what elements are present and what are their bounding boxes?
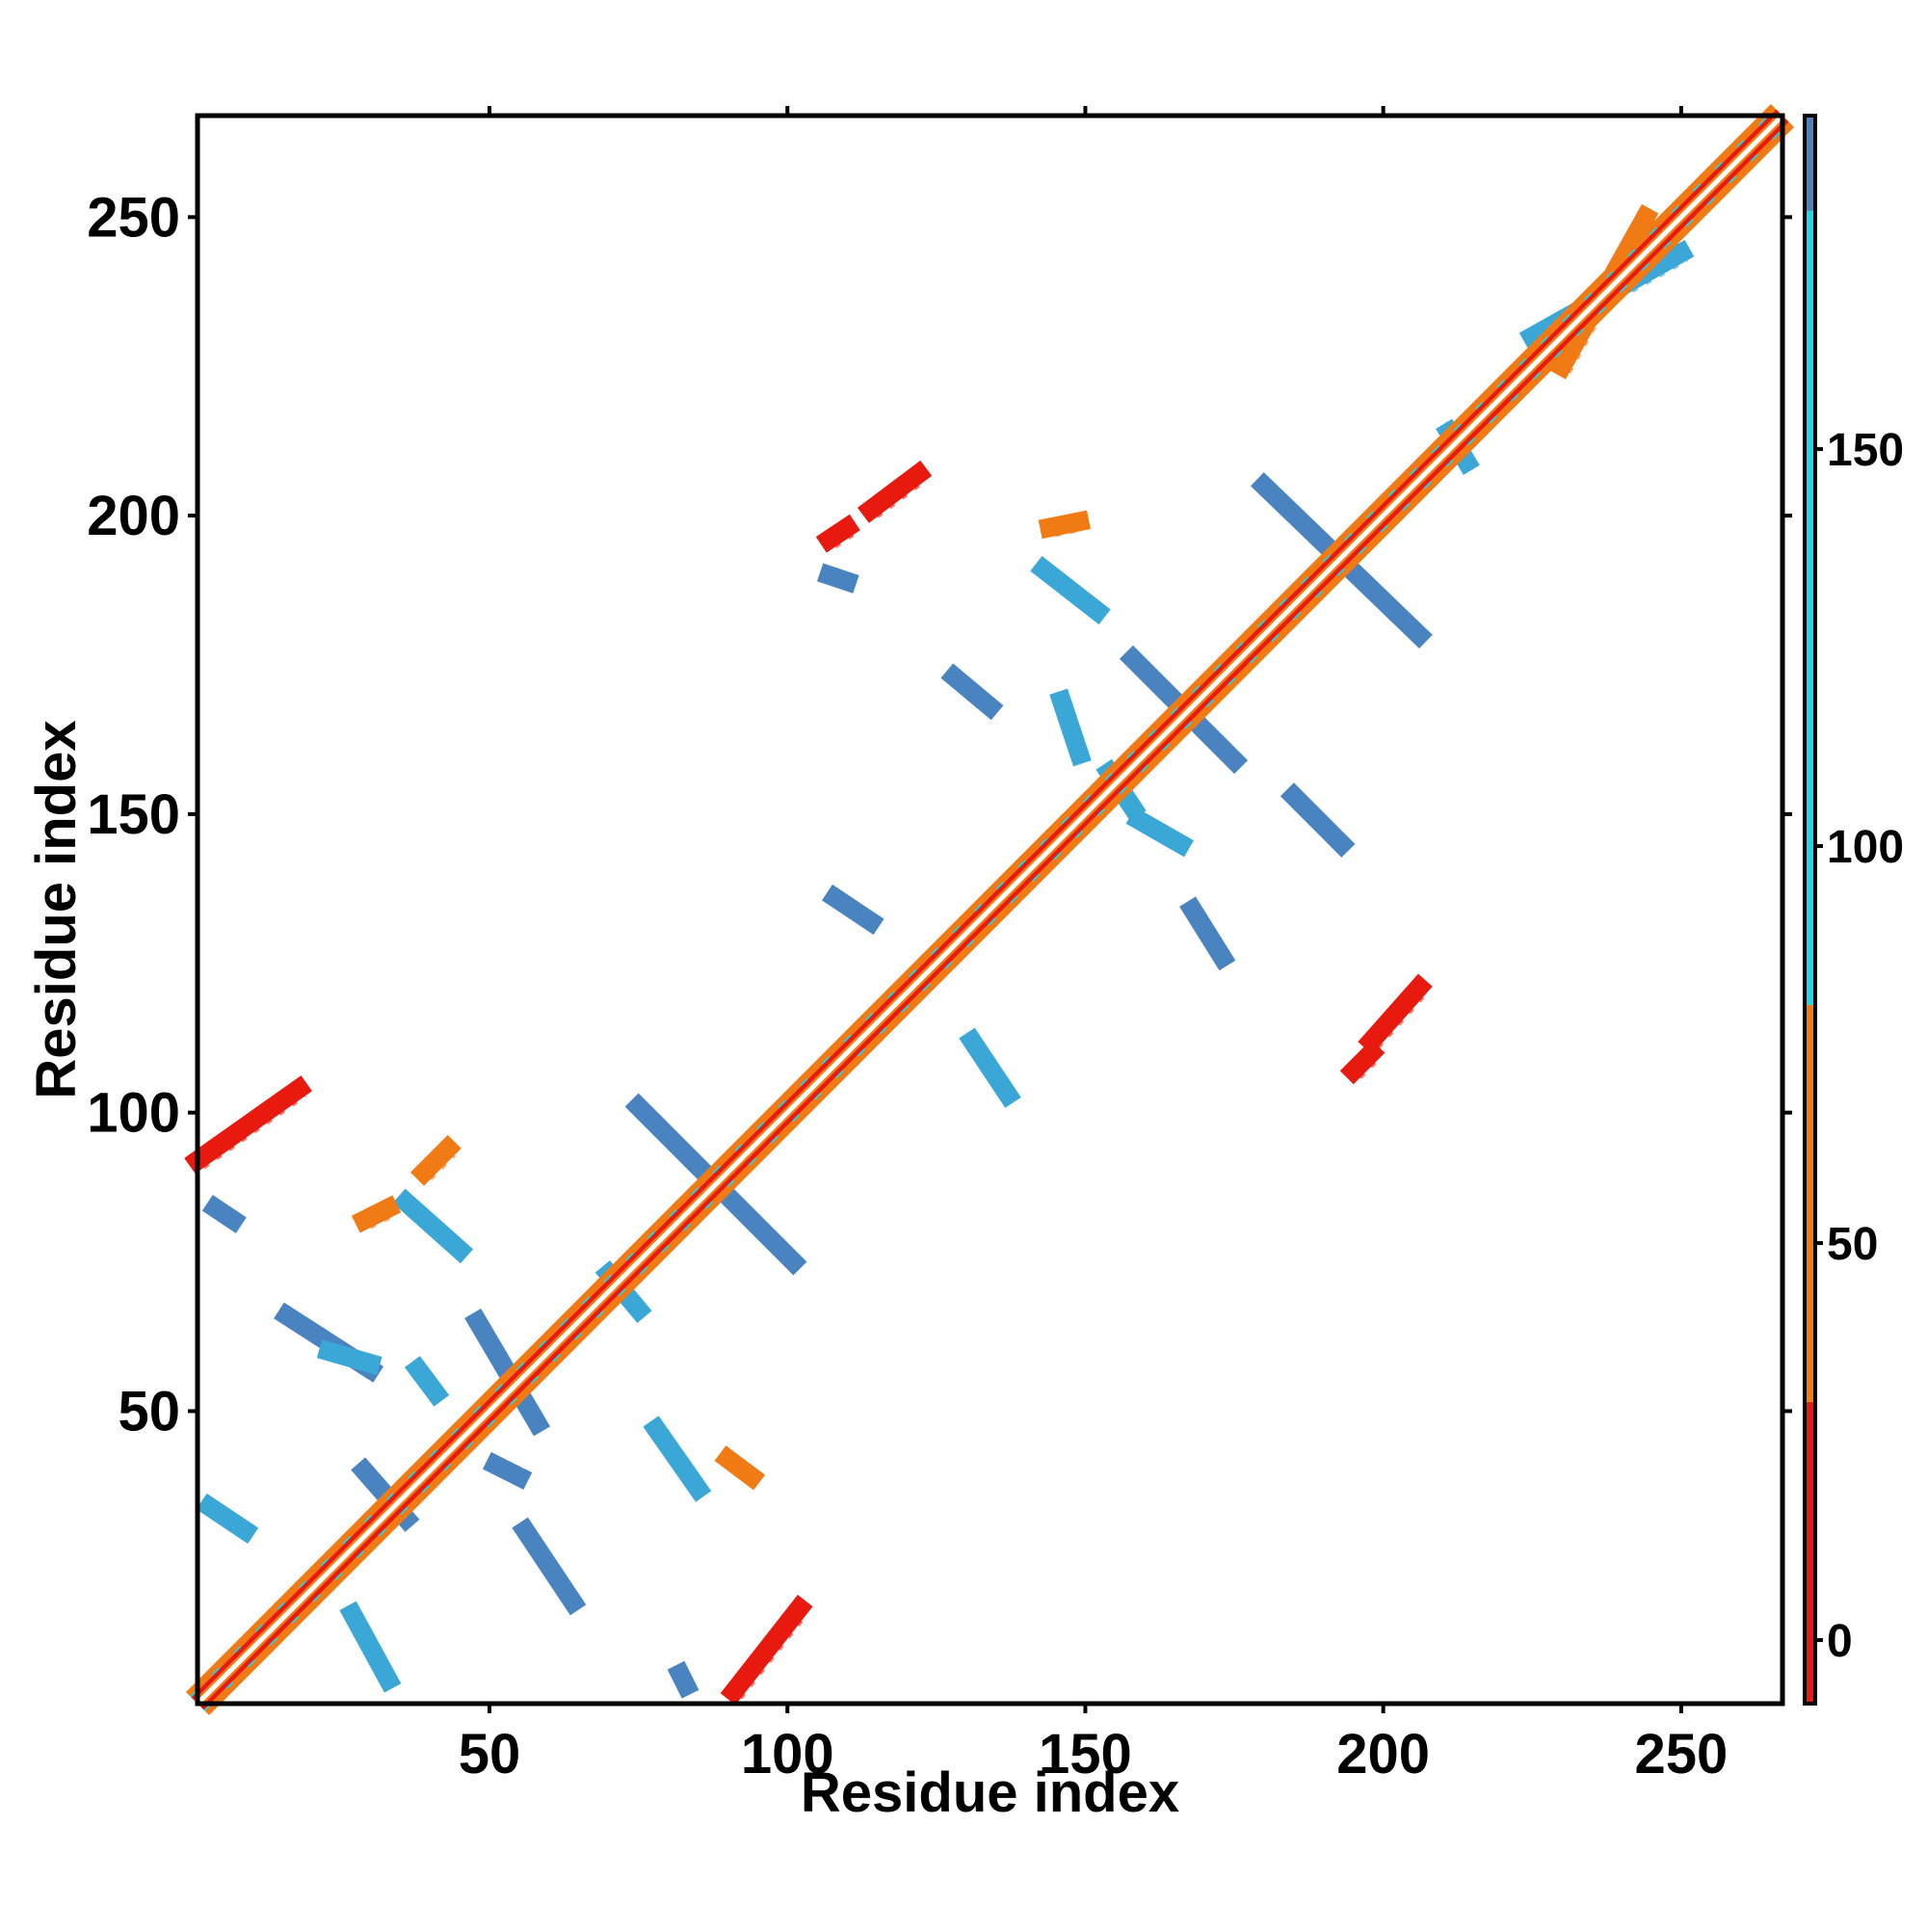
contact-feature-speckle-22 (972, 1043, 1017, 1102)
x-tick-label: 200 (1336, 1723, 1430, 1786)
contact-feature-33 (857, 460, 933, 523)
contact-feature-speckle-15 (657, 1431, 707, 1496)
y-axis-ticks: 50 100 150 200 250 (87, 186, 198, 1442)
colorbar-tick-label: 0 (1827, 1616, 1853, 1667)
colorbar-tick-label: 150 (1827, 425, 1904, 476)
x-axis-label: Residue index (801, 1761, 1179, 1824)
contact-feature-speckle-12 (211, 1507, 253, 1540)
contact-feature-speckle-9 (331, 1351, 377, 1373)
y-tick-label: 250 (87, 186, 180, 249)
y-tick-label: 50 (118, 1380, 180, 1442)
contact-feature-speckle-18 (680, 1676, 696, 1693)
colorbar-bin-2 (1805, 1004, 1815, 1402)
x-axis-ticks: 50 100 150 200 250 (459, 1704, 1728, 1786)
contact-feature-speckle-21 (836, 898, 879, 931)
contact-feature-4 (410, 1134, 462, 1186)
contact-feature-speckle-25 (1061, 703, 1089, 761)
contact-feature-speckle-34 (831, 528, 855, 548)
diagonal-band-center (196, 114, 1784, 1706)
contact-feature-34 (815, 514, 860, 553)
y-tick-label: 150 (87, 783, 180, 846)
y-axis-label: Residue index (25, 720, 88, 1098)
colorbar-tick-label: 100 (1827, 822, 1904, 873)
contact-feature-speckle-36 (1053, 521, 1086, 538)
contact-feature-speckle-32 (1355, 1054, 1380, 1079)
colorbar-tick-label: 50 (1827, 1219, 1878, 1270)
contact-feature-5 (351, 1195, 402, 1233)
colorbar: 0 50 100 150 (1803, 114, 1904, 1706)
contact-feature-17 (720, 1594, 813, 1706)
contact-feature-speckle-28 (1265, 487, 1428, 644)
contact-feature-speckle-37 (1110, 774, 1142, 816)
contact-feature-speckle-1 (199, 1089, 306, 1170)
colorbar-frame (1803, 114, 1817, 1706)
contact-feature-speckle-10 (497, 1465, 527, 1486)
contact-feature-speckle-33 (872, 474, 927, 518)
contact-feature-speckle-31 (1372, 989, 1428, 1049)
x-tick-label: 150 (1039, 1723, 1132, 1786)
contact-feature-32 (1339, 1039, 1386, 1085)
colorbar-bin-4 (1805, 116, 1815, 211)
colorbar-bin-3 (1805, 210, 1815, 1005)
contact-feature-36 (1038, 510, 1091, 540)
contact-feature-speckle-2 (217, 1208, 241, 1230)
contact-feature-speckle-30 (1193, 912, 1231, 966)
contact-feature-speckle-3 (408, 1203, 468, 1258)
contact-feature-speckle-14 (353, 1616, 398, 1687)
contact-feature-speckle-29 (1295, 797, 1350, 853)
y-tick-label: 100 (87, 1082, 180, 1145)
contact-feature-speckle-16 (729, 1459, 760, 1486)
right-axis-ticks (1782, 215, 1792, 1414)
colorbar-bin-1 (1805, 1401, 1815, 1704)
contact-feature-speckle-4 (425, 1150, 457, 1181)
contact-features (184, 203, 1695, 1706)
diagonal-band (185, 103, 1795, 1716)
contact-feature-speckle-35 (832, 575, 854, 591)
contact-feature-speckle-17 (734, 1609, 808, 1700)
contact-feature-speckle-39 (1534, 253, 1689, 346)
y-tick-label: 200 (87, 485, 180, 547)
x-tick-label: 250 (1634, 1723, 1728, 1786)
contact-feature-speckle-24 (1045, 569, 1105, 621)
contact-feature-1 (184, 1075, 312, 1175)
plot-frame (195, 113, 1785, 1707)
x-tick-label: 100 (741, 1723, 834, 1786)
contact-feature-speckle-7 (418, 1371, 445, 1401)
top-axis-ticks (488, 106, 1683, 116)
contact-feature-speckle-8 (478, 1323, 546, 1431)
contact-feature-31 (1358, 973, 1433, 1055)
x-tick-label: 50 (459, 1723, 521, 1786)
contact-feature-speckle-5 (366, 1208, 396, 1230)
